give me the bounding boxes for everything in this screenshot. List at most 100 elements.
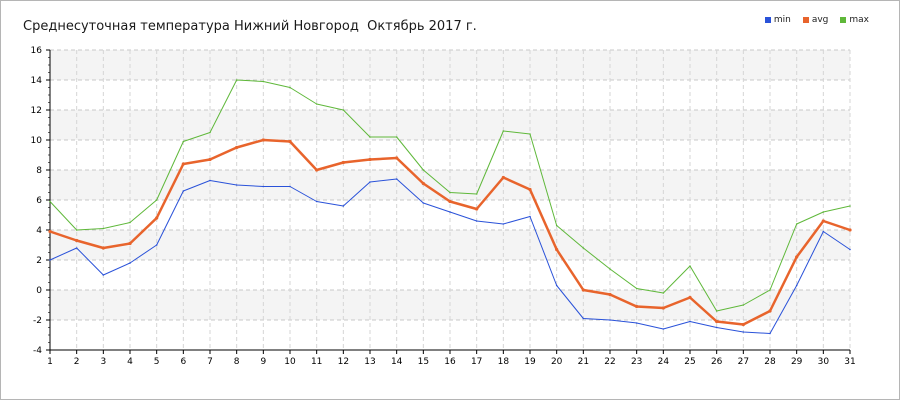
- point-max: [529, 133, 531, 135]
- point-max: [262, 80, 265, 83]
- point-min: [155, 244, 158, 246]
- point-min: [662, 328, 665, 330]
- point-avg: [475, 207, 479, 211]
- point-min: [289, 185, 291, 188]
- point-min: [582, 317, 585, 320]
- point-min: [209, 179, 211, 182]
- point-max: [689, 265, 691, 267]
- point-max: [209, 131, 211, 134]
- x-tick-label: 29: [791, 357, 803, 367]
- point-min: [49, 259, 51, 261]
- x-tick-label: 9: [260, 357, 266, 367]
- point-avg: [848, 228, 852, 232]
- legend-item-max: max: [840, 15, 869, 25]
- point-avg: [75, 238, 79, 243]
- legend-item-min: min: [764, 15, 791, 25]
- x-tick-label: 12: [338, 357, 349, 367]
- point-avg: [235, 145, 239, 150]
- point-min: [342, 205, 345, 207]
- x-tick-label: 21: [578, 357, 589, 367]
- point-max: [502, 130, 505, 132]
- point-avg: [555, 247, 559, 252]
- point-max: [395, 136, 398, 138]
- legend-item-avg: avg: [802, 15, 829, 25]
- x-tick-label: 16: [444, 357, 456, 367]
- point-min: [635, 322, 638, 324]
- point-avg: [608, 292, 612, 297]
- x-tick-label: 4: [127, 357, 133, 367]
- x-tick-label: 2: [74, 357, 80, 367]
- point-min: [715, 326, 718, 329]
- point-min: [235, 184, 238, 186]
- point-max: [155, 199, 158, 201]
- x-tick-label: 31: [844, 357, 855, 367]
- x-tick-label: 7: [207, 357, 213, 367]
- x-tick-label: 17: [471, 357, 482, 367]
- x-tick-label: 5: [154, 357, 160, 367]
- x-tick-label: 11: [311, 357, 322, 367]
- point-min: [102, 274, 105, 276]
- point-min: [369, 181, 371, 183]
- x-tick-label: 6: [180, 357, 186, 367]
- point-max: [795, 223, 798, 225]
- y-tick-label: 8: [36, 166, 42, 176]
- point-avg: [448, 199, 452, 204]
- legend-swatch-min: [764, 17, 771, 23]
- point-avg: [821, 219, 825, 223]
- point-max: [475, 193, 478, 195]
- point-avg: [155, 216, 159, 220]
- legend-label-max: max: [849, 15, 869, 25]
- point-max: [769, 289, 771, 291]
- point-min: [822, 230, 825, 233]
- point-min: [502, 223, 505, 225]
- y-tick-label: 12: [31, 106, 42, 116]
- point-min: [75, 247, 78, 249]
- x-tick-label: 18: [498, 357, 510, 367]
- point-min: [742, 331, 745, 333]
- point-min: [689, 320, 691, 323]
- point-min: [475, 220, 478, 222]
- point-max: [822, 211, 825, 213]
- point-max: [182, 140, 185, 143]
- x-tick-label: 10: [284, 357, 296, 367]
- point-avg: [581, 288, 585, 292]
- x-tick-label: 19: [524, 357, 536, 367]
- point-avg: [528, 187, 532, 192]
- x-tick-label: 14: [391, 357, 403, 367]
- point-avg: [715, 319, 719, 324]
- point-avg: [315, 168, 319, 172]
- y-tick-label: 16: [31, 46, 43, 56]
- point-max: [449, 191, 451, 194]
- point-avg: [395, 156, 399, 160]
- point-max: [49, 200, 51, 203]
- point-min: [182, 190, 185, 192]
- x-tick-label: 1: [47, 357, 53, 367]
- y-tick-label: -4: [33, 346, 42, 356]
- point-max: [235, 79, 238, 81]
- point-min: [795, 284, 798, 287]
- point-min: [395, 178, 398, 180]
- x-tick-label: 28: [764, 357, 776, 367]
- point-avg: [48, 229, 52, 234]
- chart-legend: min avg max: [764, 15, 869, 25]
- x-tick-label: 20: [551, 357, 563, 367]
- legend-label-min: min: [773, 15, 791, 25]
- point-min: [849, 248, 851, 251]
- point-avg: [341, 160, 345, 165]
- x-tick-label: 22: [604, 357, 615, 367]
- x-tick-label: 23: [631, 357, 642, 367]
- point-avg: [101, 246, 105, 250]
- point-avg: [288, 139, 292, 144]
- point-avg: [688, 295, 692, 300]
- y-tick-label: 4: [36, 226, 42, 236]
- point-avg: [181, 162, 185, 166]
- legend-label-avg: avg: [811, 15, 829, 25]
- point-avg: [421, 181, 425, 186]
- y-tick-label: 2: [36, 256, 42, 266]
- point-max: [662, 292, 665, 294]
- point-max: [289, 86, 291, 89]
- point-min: [129, 262, 131, 264]
- point-avg: [368, 157, 372, 162]
